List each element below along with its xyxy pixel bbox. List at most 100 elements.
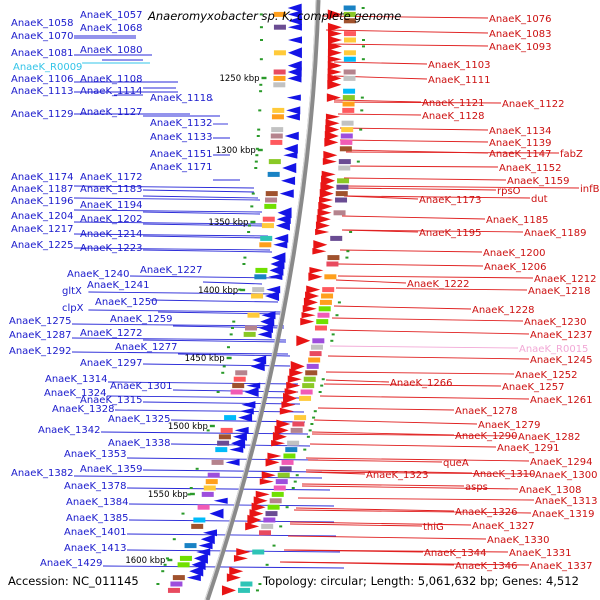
minus-strand-gene-label[interactable]: AnaeK_1297 — [80, 358, 142, 369]
minus-strand-gene-label[interactable]: AnaeK_1413 — [64, 543, 126, 554]
minus-strand-gene-label[interactable]: AnaeK_1314 — [45, 374, 107, 385]
plus-strand-gene-label[interactable]: AnaeK_1212 — [534, 274, 596, 285]
minus-strand-gene-label[interactable]: AnaeK_1385 — [66, 513, 128, 524]
plus-strand-gene-label[interactable]: fabZ — [560, 149, 583, 160]
minus-strand-gene-label[interactable]: AnaeK_1068 — [80, 23, 142, 34]
plus-strand-gene-label[interactable]: AnaeK_1093 — [489, 42, 551, 53]
plus-strand-gene-label[interactable]: AnaeK_1206 — [484, 262, 546, 273]
minus-strand-gene-label[interactable]: AnaeK_1315 — [80, 395, 142, 406]
minus-strand-gene-label[interactable]: AnaeK_R0009 — [13, 62, 82, 73]
minus-strand-gene-label[interactable]: AnaeK_1057 — [80, 10, 142, 21]
minus-strand-gene-label[interactable]: AnaeK_1194 — [80, 200, 142, 211]
minus-strand-gene-label[interactable]: AnaeK_1132 — [150, 118, 212, 129]
minus-strand-gene-label[interactable]: AnaeK_1429 — [40, 558, 102, 569]
plus-strand-gene-label[interactable]: AnaeK_1083 — [489, 29, 551, 40]
minus-strand-gene-label[interactable]: AnaeK_1378 — [64, 481, 126, 492]
minus-strand-gene-label[interactable]: AnaeK_1113 — [11, 86, 73, 97]
minus-strand-gene-label[interactable]: gltX — [62, 286, 82, 297]
minus-strand-gene-label[interactable]: AnaeK_1202 — [80, 214, 142, 225]
minus-strand-gene-label[interactable]: AnaeK_1223 — [80, 243, 142, 254]
minus-strand-gene-label[interactable]: AnaeK_1196 — [11, 196, 73, 207]
plus-strand-gene-label[interactable]: thiG — [423, 522, 444, 533]
minus-strand-gene-label[interactable]: AnaeK_1058 — [11, 18, 73, 29]
minus-strand-gene-label[interactable]: AnaeK_1081 — [11, 48, 73, 59]
plus-strand-gene-label[interactable]: AnaeK_1222 — [407, 279, 469, 290]
plus-strand-gene-label[interactable]: AnaeK_1278 — [455, 406, 517, 417]
minus-strand-gene-label[interactable]: AnaeK_1172 — [80, 172, 142, 183]
minus-strand-gene-label[interactable]: AnaeK_1114 — [80, 86, 142, 97]
plus-strand-gene-label[interactable]: AnaeK_1185 — [486, 215, 548, 226]
minus-strand-gene-label[interactable]: AnaeK_1070 — [11, 31, 73, 42]
plus-strand-gene-label[interactable]: AnaeK_1308 — [519, 485, 581, 496]
minus-strand-gene-label[interactable]: AnaeK_1250 — [95, 297, 157, 308]
minus-strand-gene-label[interactable]: AnaeK_1275 — [9, 316, 71, 327]
plus-strand-gene-label[interactable]: AnaeK_1344 — [424, 548, 486, 559]
minus-strand-gene-label[interactable]: AnaeK_1171 — [150, 162, 212, 173]
minus-strand-gene-label[interactable]: AnaeK_1080 — [80, 45, 142, 56]
plus-strand-gene-label[interactable]: AnaeK_R0015 — [519, 344, 588, 355]
minus-strand-gene-label[interactable]: AnaeK_1133 — [150, 132, 212, 143]
minus-strand-gene-label[interactable]: AnaeK_1204 — [11, 211, 73, 222]
plus-strand-gene-label[interactable]: AnaeK_1266 — [390, 378, 452, 389]
minus-strand-gene-label[interactable]: AnaeK_1127 — [80, 107, 142, 118]
minus-strand-gene-label[interactable]: AnaeK_1328 — [52, 404, 114, 415]
minus-strand-gene-label[interactable]: AnaeK_1118 — [150, 93, 212, 104]
plus-strand-gene-label[interactable]: AnaeK_1326 — [455, 507, 517, 518]
plus-strand-gene-label[interactable]: AnaeK_1331 — [509, 548, 571, 559]
plus-strand-gene-label[interactable]: infB — [580, 184, 600, 195]
plus-strand-gene-label[interactable]: AnaeK_1121 — [422, 98, 484, 109]
plus-strand-gene-label[interactable]: AnaeK_1261 — [530, 395, 592, 406]
minus-strand-gene-label[interactable]: AnaeK_1240 — [67, 269, 129, 280]
plus-strand-gene-label[interactable]: AnaeK_1230 — [524, 317, 586, 328]
plus-strand-gene-label[interactable]: AnaeK_1279 — [478, 420, 540, 431]
plus-strand-gene-label[interactable]: AnaeK_1282 — [518, 432, 580, 443]
plus-strand-gene-label[interactable]: asps — [465, 482, 488, 493]
plus-strand-gene-label[interactable]: AnaeK_1218 — [528, 286, 590, 297]
plus-strand-gene-label[interactable]: AnaeK_1228 — [472, 305, 534, 316]
minus-strand-gene-label[interactable]: AnaeK_1225 — [11, 240, 73, 251]
plus-strand-gene-label[interactable]: AnaeK_1291 — [497, 443, 559, 454]
minus-strand-gene-label[interactable]: AnaeK_1353 — [64, 449, 126, 460]
plus-strand-gene-label[interactable]: AnaeK_1310 — [473, 469, 535, 480]
minus-strand-gene-label[interactable]: AnaeK_1338 — [108, 438, 170, 449]
plus-strand-gene-label[interactable]: AnaeK_1319 — [532, 509, 594, 520]
minus-strand-gene-label[interactable]: AnaeK_1108 — [80, 74, 142, 85]
minus-strand-gene-label[interactable]: AnaeK_1277 — [115, 342, 177, 353]
plus-strand-gene-label[interactable]: AnaeK_1139 — [489, 138, 551, 149]
plus-strand-gene-label[interactable]: AnaeK_1252 — [515, 370, 577, 381]
minus-strand-gene-label[interactable]: AnaeK_1241 — [87, 280, 149, 291]
plus-strand-gene-label[interactable]: AnaeK_1128 — [422, 111, 484, 122]
minus-strand-gene-label[interactable]: AnaeK_1217 — [11, 224, 73, 235]
minus-strand-gene-label[interactable]: AnaeK_1272 — [80, 328, 142, 339]
minus-strand-gene-label[interactable]: AnaeK_1342 — [38, 425, 100, 436]
plus-strand-gene-label[interactable]: dut — [531, 194, 548, 205]
plus-strand-gene-label[interactable]: AnaeK_1200 — [483, 248, 545, 259]
plus-strand-gene-label[interactable]: AnaeK_1294 — [530, 457, 592, 468]
plus-strand-gene-label[interactable]: AnaeK_1346 — [455, 561, 517, 572]
plus-strand-gene-label[interactable]: AnaeK_1337 — [530, 561, 592, 572]
plus-strand-gene-label[interactable]: AnaeK_1290 — [455, 431, 517, 442]
plus-strand-gene-label[interactable]: AnaeK_1147 — [489, 149, 551, 160]
plus-strand-gene-label[interactable]: AnaeK_1330 — [487, 535, 549, 546]
minus-strand-gene-label[interactable]: AnaeK_1129 — [11, 109, 73, 120]
plus-strand-gene-label[interactable]: AnaeK_1159 — [507, 176, 569, 187]
plus-strand-gene-label[interactable]: AnaeK_1134 — [489, 126, 551, 137]
plus-strand-gene-label[interactable]: AnaeK_1173 — [419, 195, 481, 206]
minus-strand-gene-label[interactable]: AnaeK_1227 — [140, 265, 202, 276]
minus-strand-gene-label[interactable]: AnaeK_1324 — [44, 388, 106, 399]
minus-strand-gene-label[interactable]: AnaeK_1287 — [9, 330, 71, 341]
minus-strand-gene-label[interactable]: AnaeK_1325 — [108, 414, 170, 425]
minus-strand-gene-label[interactable]: clpX — [62, 303, 84, 314]
minus-strand-gene-label[interactable]: AnaeK_1292 — [9, 346, 71, 357]
plus-strand-gene-label[interactable]: AnaeK_1327 — [472, 521, 534, 532]
minus-strand-gene-label[interactable]: AnaeK_1382 — [11, 468, 73, 479]
plus-strand-gene-label[interactable]: AnaeK_1237 — [530, 330, 592, 341]
plus-strand-gene-label[interactable]: AnaeK_1313 — [535, 496, 597, 507]
plus-strand-gene-label[interactable]: AnaeK_1189 — [524, 228, 586, 239]
minus-strand-gene-label[interactable]: AnaeK_1151 — [150, 149, 212, 160]
plus-strand-gene-label[interactable]: AnaeK_1245 — [530, 355, 592, 366]
minus-strand-gene-label[interactable]: AnaeK_1106 — [11, 74, 73, 85]
plus-strand-gene-label[interactable]: AnaeK_1195 — [419, 228, 481, 239]
plus-strand-gene-label[interactable]: AnaeK_1103 — [428, 60, 490, 71]
plus-strand-gene-label[interactable]: AnaeK_1300 — [535, 470, 597, 481]
